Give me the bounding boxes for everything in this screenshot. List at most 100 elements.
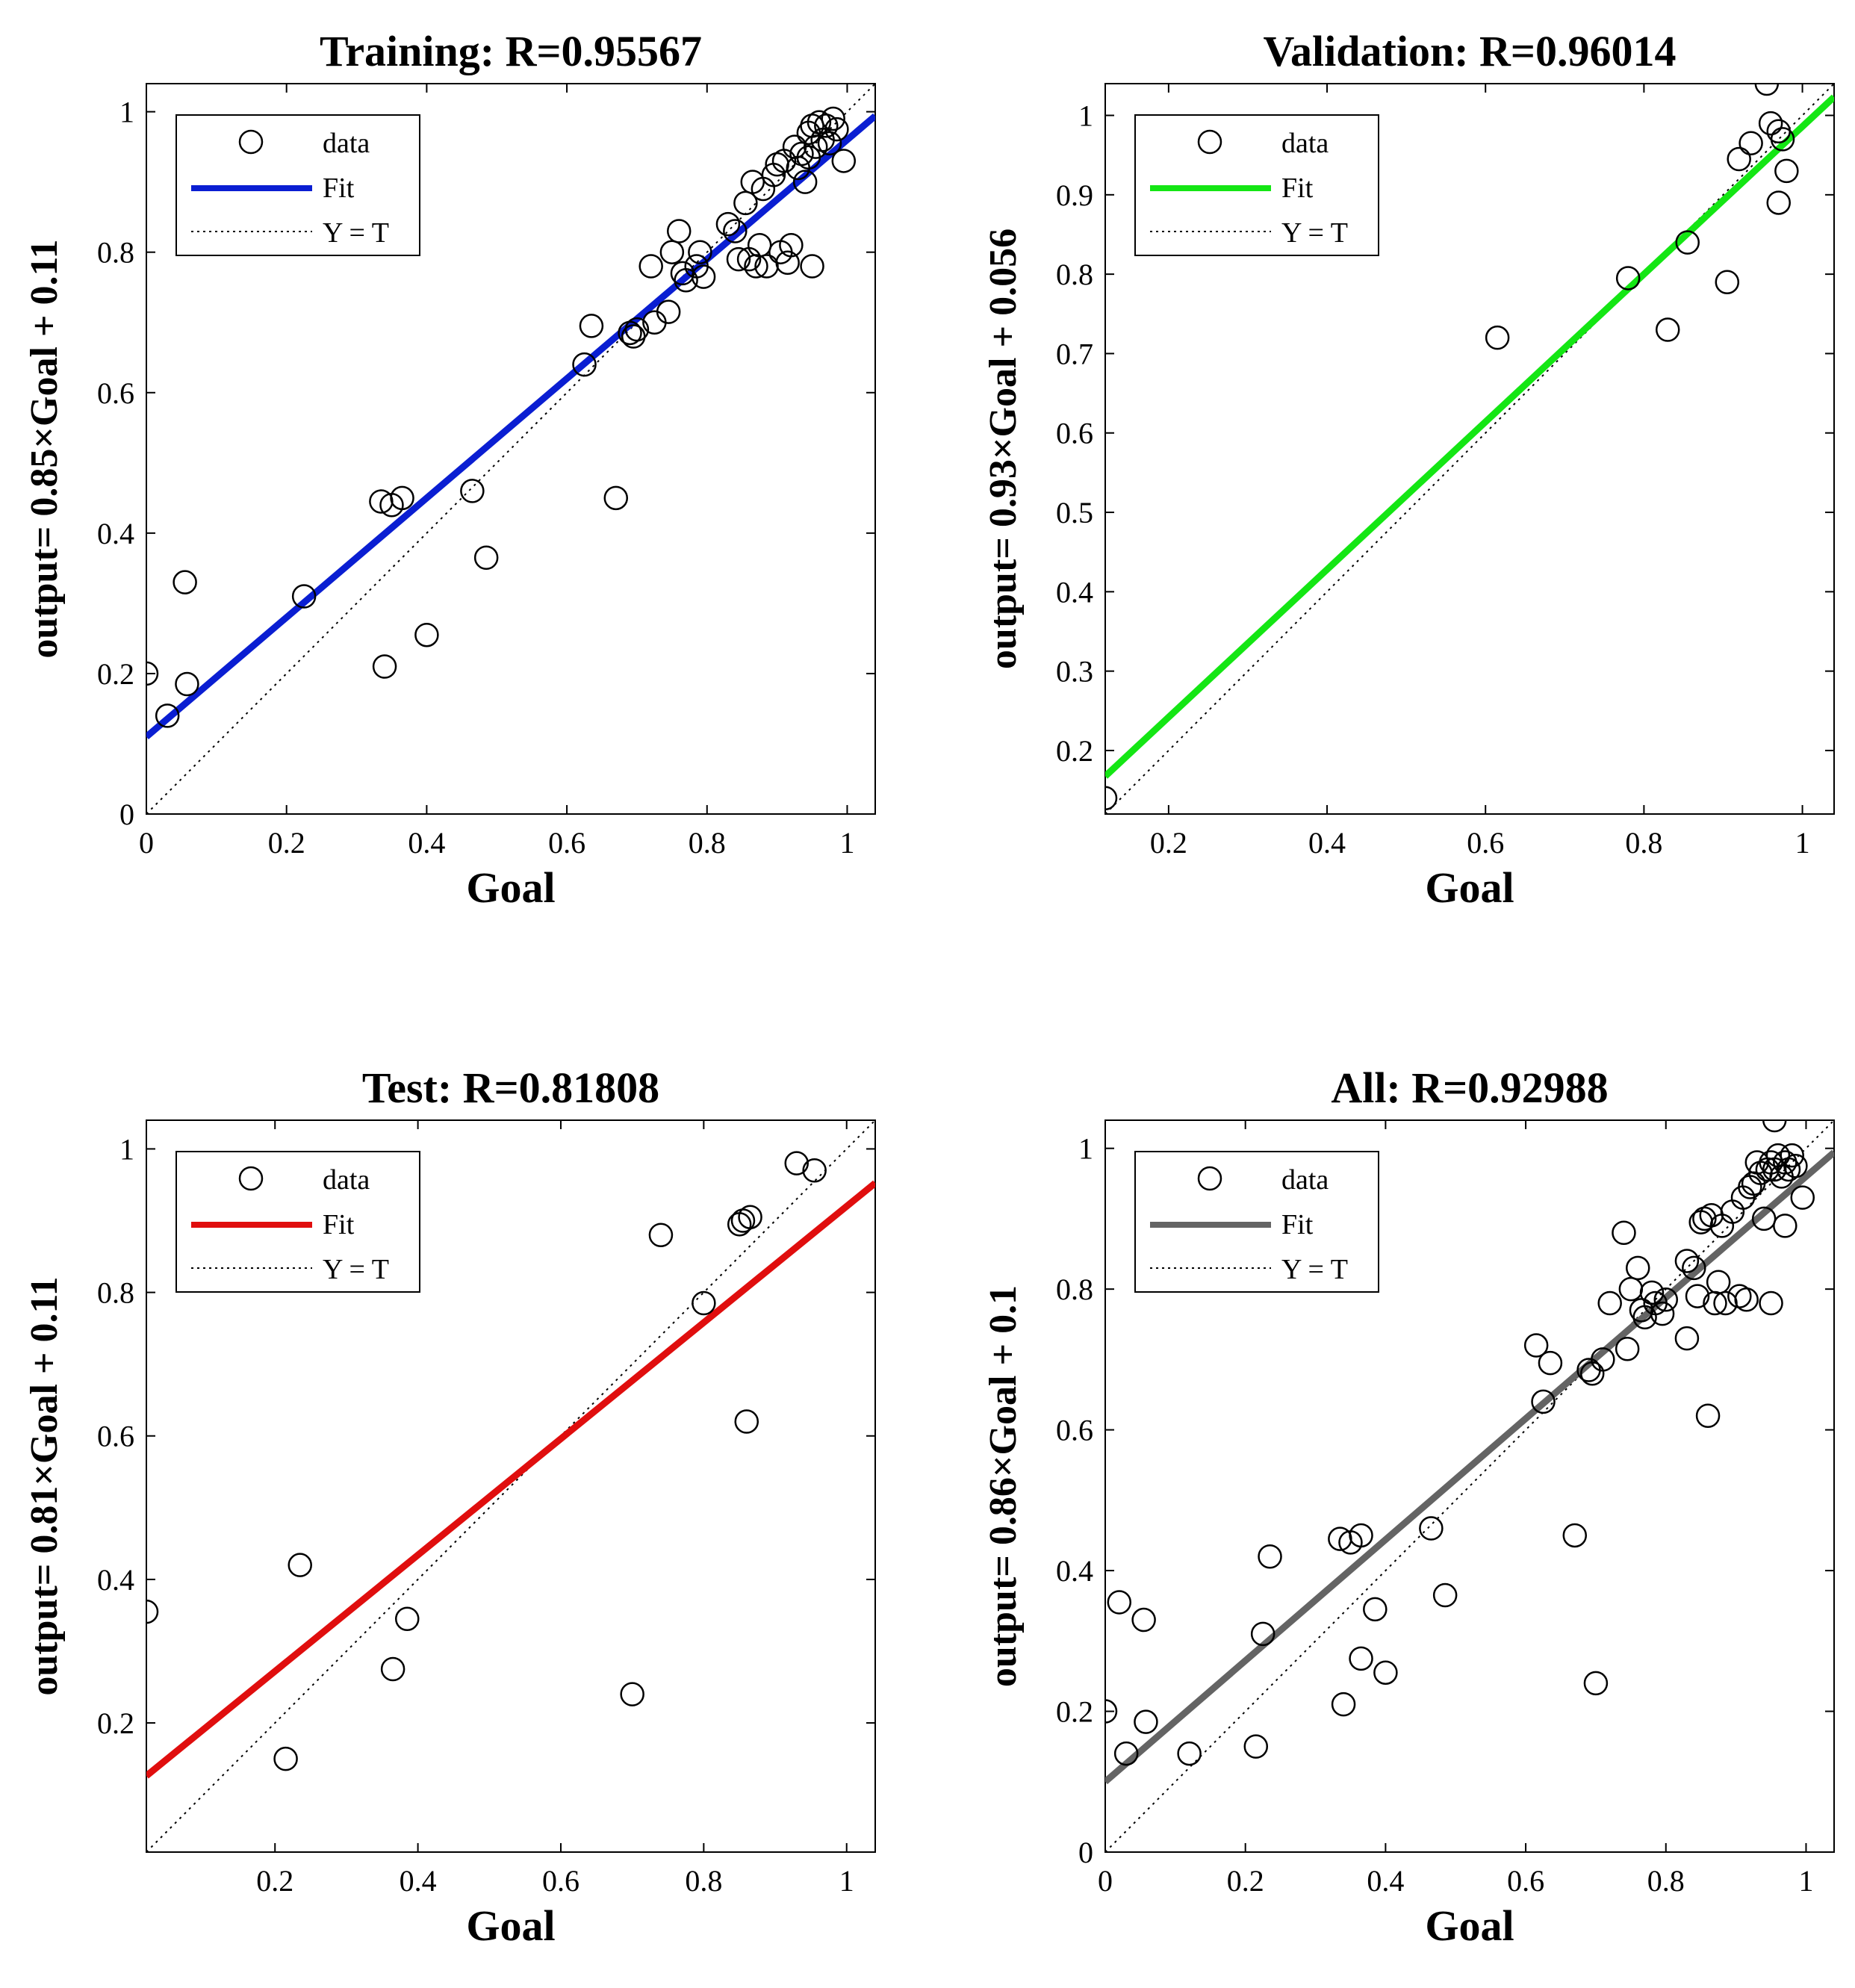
all-data-point — [1250, 1621, 1275, 1647]
all-data-point — [1762, 1120, 1787, 1133]
test-legend-label-data: data — [323, 1164, 370, 1196]
test-data-point — [380, 1656, 406, 1682]
all-data-point — [1363, 1597, 1388, 1622]
validation-xtick-label: 0.4 — [1308, 826, 1346, 860]
all-data-point — [1583, 1671, 1609, 1696]
training-data-point — [460, 479, 485, 503]
validation-data-point — [1105, 786, 1118, 810]
validation-legend-label-fit: Fit — [1281, 173, 1314, 204]
all-data-point — [1639, 1280, 1665, 1305]
training-data-point — [624, 317, 650, 342]
validation-legend: data Fit Y = T — [1134, 114, 1379, 256]
training-ytick-label: 0 — [119, 798, 134, 831]
validation-ytick-label: 0.9 — [1056, 178, 1093, 212]
validation-data-point — [1754, 84, 1780, 96]
training-xtick-label: 0.4 — [408, 826, 445, 860]
training-data-point — [814, 114, 839, 138]
training-xtick-label: 0 — [139, 826, 154, 860]
training-data-point — [656, 299, 681, 324]
training-xtick-label: 1 — [839, 826, 854, 860]
all-xtick-label: 0 — [1098, 1864, 1113, 1898]
validation-legend-label-identity: Y = T — [1281, 217, 1348, 249]
training-fit-line — [146, 113, 875, 739]
all-legend-data-marker — [1197, 1166, 1222, 1191]
validation-xlabel: Goal — [1425, 863, 1514, 912]
test-legend-label-fit: Fit — [323, 1209, 355, 1240]
test-ytick-label: 0.2 — [97, 1706, 134, 1740]
all-data-point — [1783, 1154, 1808, 1178]
all-data-point — [1734, 1287, 1759, 1312]
validation-legend-data-marker — [1197, 129, 1222, 155]
all-ytick-label: 0.4 — [1056, 1554, 1093, 1588]
training-data-point — [817, 131, 842, 156]
validation-ytick-label: 0.4 — [1056, 575, 1093, 609]
training-ytick-label: 0.6 — [97, 376, 134, 410]
validation-data-point — [1766, 190, 1791, 215]
training-data-point — [723, 219, 748, 243]
training-data-point — [666, 219, 692, 243]
all-data-point — [1538, 1350, 1563, 1376]
all-data-point — [1177, 1741, 1202, 1766]
training-xlabel: Goal — [466, 863, 555, 912]
training-data-point — [146, 661, 159, 686]
validation-fit-line — [1105, 94, 1834, 779]
all-data-point — [1682, 1255, 1706, 1281]
training-data-point — [173, 570, 197, 594]
validation-ylabel: output= 0.93×Goal + 0.056 — [982, 229, 1025, 669]
training-data-point — [726, 246, 751, 272]
training-data-point — [372, 654, 397, 679]
all-data-point — [1591, 1347, 1615, 1372]
all-xtick-label: 1 — [1798, 1864, 1813, 1898]
validation-ytick-label: 0.8 — [1056, 258, 1093, 291]
all-data-point — [1695, 1403, 1721, 1429]
test-xlabel: Goal — [466, 1901, 555, 1950]
training-data-point — [775, 250, 800, 276]
training-ytick-label: 0.8 — [97, 236, 134, 270]
test-panel: 0.2 0.4 0.6 0.8 1 0.2 0.4 0.6 0.8 1 Test: R=0.8180… — [23, 1063, 876, 1950]
test-data-point — [738, 1205, 762, 1229]
test-identity-line — [146, 1120, 875, 1852]
validation-data-point — [1770, 127, 1795, 152]
validation-data-point — [1655, 317, 1680, 342]
training-legend-label-identity: Y = T — [323, 217, 389, 249]
test-data-point — [692, 1290, 716, 1316]
test-data-point — [146, 1599, 159, 1624]
all-data-point — [1612, 1220, 1636, 1246]
training-data-point — [688, 240, 712, 264]
validation-xtick-label: 0.6 — [1467, 826, 1504, 860]
test-xtick-label: 0.8 — [685, 1864, 722, 1898]
all-data-point — [1331, 1692, 1356, 1717]
all-data-point — [1562, 1523, 1588, 1548]
test-xtick-label: 1 — [839, 1864, 854, 1898]
validation-data-point — [1485, 325, 1510, 350]
training-data-point — [414, 622, 439, 647]
training-ytick-label: 0.2 — [97, 657, 134, 691]
validation-ytick-label: 0.2 — [1056, 734, 1093, 768]
all-data-point — [1790, 1185, 1815, 1210]
all-data-point — [1531, 1389, 1556, 1414]
training-data-point — [765, 152, 789, 177]
validation-data-point — [1675, 230, 1700, 255]
training-data-point — [824, 117, 849, 142]
validation-xtick-label: 0.8 — [1625, 826, 1662, 860]
validation-data-point — [1727, 146, 1751, 172]
validation-ytick-label: 1 — [1078, 99, 1093, 133]
training-plot-area — [146, 84, 875, 814]
all-data-point — [1373, 1660, 1398, 1685]
validation-xtick-label: 0.2 — [1150, 826, 1187, 860]
training-xtick-label: 0.6 — [548, 826, 585, 860]
training-data-point — [473, 545, 499, 571]
training-data-point — [390, 485, 414, 511]
training-ytick-label: 1 — [119, 96, 134, 129]
validation-data-point — [1758, 111, 1783, 136]
validation-xtick-label: 1 — [1795, 826, 1810, 860]
training-xtick-label: 0.2 — [268, 826, 305, 860]
test-ytick-label: 0.4 — [97, 1563, 134, 1597]
all-legend-label-fit: Fit — [1281, 1209, 1314, 1240]
test-ytick-label: 0.8 — [97, 1276, 134, 1310]
training-data-point — [691, 264, 716, 289]
training-data-point — [800, 254, 824, 279]
all-ytick-label: 0 — [1078, 1836, 1093, 1869]
all-plot-area — [1105, 1120, 1834, 1852]
test-data-point — [620, 1682, 644, 1706]
